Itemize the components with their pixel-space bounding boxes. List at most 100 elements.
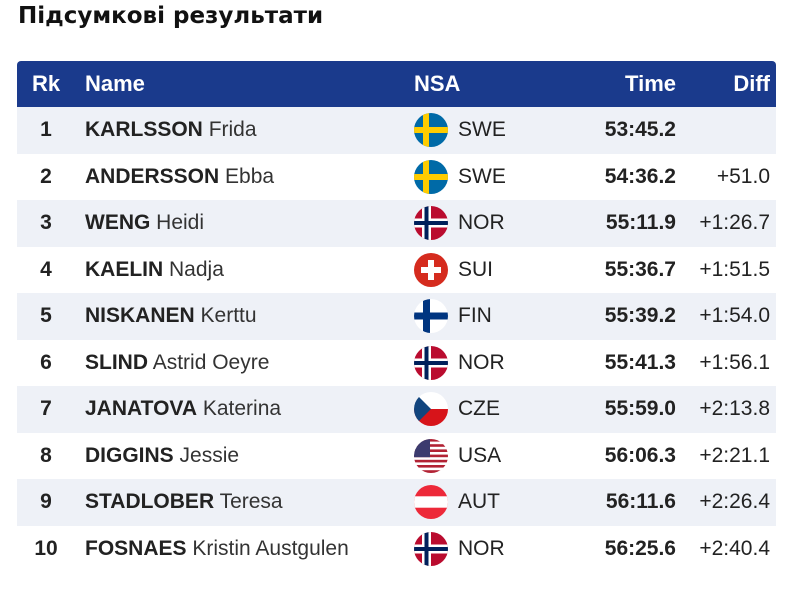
rank-cell: 7 [40, 397, 52, 421]
time-cell: 54:36.2 [604, 164, 676, 188]
athlete-name[interactable]: FOSNAES Kristin Austgulen [75, 537, 410, 561]
usa-flag-icon [414, 438, 448, 473]
rank-cell: 8 [40, 443, 52, 467]
diff-cell: +2:26.4 [699, 490, 770, 514]
table-row[interactable]: 7 JANATOVA Katerina CZE 55:59.0 +2:13.8 [17, 386, 776, 433]
time-cell: 55:59.0 [604, 397, 676, 421]
athlete-surname: JANATOVA [85, 397, 198, 421]
nsa-cell: NOR [410, 531, 550, 566]
athlete-name[interactable]: STADLOBER Teresa [75, 490, 410, 514]
time-cell: 53:45.2 [604, 118, 676, 142]
time-cell: 55:36.7 [604, 257, 676, 281]
athlete-given-name: Heidi [156, 211, 205, 235]
page-title: Підсумкові результати [18, 3, 324, 29]
athlete-surname: ANDERSSON [85, 164, 220, 188]
header-time[interactable]: Time [625, 71, 676, 96]
athlete-given-name: Nadja [169, 257, 224, 281]
athlete-name[interactable]: WENG Heidi [75, 211, 410, 235]
nsa-code: NOR [458, 536, 505, 560]
time-cell: 56:25.6 [604, 536, 676, 560]
nsa-code: NOR [458, 350, 505, 374]
athlete-name[interactable]: DIGGINS Jessie [75, 444, 410, 468]
athlete-name[interactable]: KARLSSON Frida [75, 118, 410, 142]
athlete-name[interactable]: NISKANEN Kerttu [75, 304, 410, 328]
diff-cell: +1:54.0 [699, 304, 770, 328]
athlete-name[interactable]: SLIND Astrid Oeyre [75, 351, 410, 375]
nor-flag-icon [414, 531, 448, 566]
athlete-surname: DIGGINS [85, 443, 174, 467]
diff-cell: +51.0 [716, 164, 770, 188]
table-header: Rk Name NSA Time Diff [17, 61, 776, 107]
nor-flag-icon [414, 345, 448, 380]
fin-flag-icon [414, 299, 448, 334]
rank-cell: 1 [40, 118, 52, 142]
diff-cell: +1:56.1 [699, 350, 770, 374]
nsa-cell: AUT [410, 485, 550, 520]
athlete-given-name: Kerttu [200, 304, 257, 328]
time-cell: 56:11.6 [605, 490, 676, 514]
rank-cell: 9 [40, 490, 52, 514]
time-cell: 55:39.2 [604, 304, 676, 328]
nor-flag-icon [414, 206, 448, 241]
rank-cell: 5 [40, 304, 52, 328]
header-rk[interactable]: Rk [31, 71, 61, 96]
nsa-cell: SWE [410, 113, 550, 148]
nsa-code: SUI [458, 257, 494, 281]
table-row[interactable]: 3 WENG Heidi NOR 55:11.9 +1:26.7 [17, 200, 776, 247]
table-row[interactable]: 10 FOSNAES Kristin Austgulen NOR 56:25.6 +2:… [17, 525, 776, 572]
athlete-surname: FOSNAES [85, 536, 187, 560]
swe-flag-icon [414, 113, 448, 148]
table-row[interactable]: 1 KARLSSON Frida SWE 53:45.2 [17, 107, 776, 154]
nsa-code: USA [458, 443, 502, 467]
nsa-cell: FIN [410, 299, 550, 334]
header-name[interactable]: Name [85, 71, 145, 96]
athlete-given-name: Jessie [179, 443, 240, 467]
rank-cell: 2 [40, 164, 52, 188]
nsa-cell: SUI [410, 252, 550, 287]
time-cell: 56:06.3 [604, 443, 676, 467]
athlete-name[interactable]: KAELIN Nadja [75, 258, 410, 282]
sui-flag-icon [414, 252, 448, 287]
athlete-given-name: Frida [208, 118, 257, 142]
athlete-given-name: Katerina [202, 397, 282, 421]
nsa-code: CZE [458, 397, 500, 421]
athlete-given-name: Teresa [219, 490, 283, 514]
athlete-surname: STADLOBER [85, 490, 215, 514]
table-row[interactable]: 9 STADLOBER Teresa AUT 56:11.6 +2:26.4 [17, 479, 776, 526]
nsa-cell: CZE [410, 392, 550, 427]
diff-cell: +2:13.8 [699, 397, 770, 421]
header-nsa[interactable]: NSA [414, 71, 461, 96]
nsa-code: SWE [458, 164, 506, 188]
table-row[interactable]: 8 DIGGINS Jessie USA 56:06.3 +2:21.1 [17, 432, 776, 479]
time-cell: 55:11.9 [605, 211, 676, 235]
rank-cell: 4 [40, 257, 52, 281]
time-cell: 55:41.3 [604, 350, 676, 374]
nsa-code: FIN [458, 304, 492, 328]
nsa-cell: SWE [410, 159, 550, 194]
nsa-cell: NOR [410, 206, 550, 241]
athlete-name[interactable]: ANDERSSON Ebba [75, 165, 410, 189]
athlete-name[interactable]: JANATOVA Katerina [75, 397, 410, 421]
nsa-cell: NOR [410, 345, 550, 380]
diff-cell: +2:40.4 [699, 536, 770, 560]
table-row[interactable]: 2 ANDERSSON Ebba SWE 54:36.2 +51.0 [17, 153, 776, 200]
table-row[interactable]: 5 NISKANEN Kerttu FIN 55:39.2 +1:54.0 [17, 293, 776, 340]
athlete-given-name: Ebba [225, 164, 275, 188]
nsa-code: AUT [458, 490, 500, 514]
athlete-surname: WENG [85, 211, 151, 235]
table-row[interactable]: 6 SLIND Astrid Oeyre NOR 55:41.3 +1:56.1 [17, 339, 776, 386]
athlete-surname: SLIND [85, 350, 148, 374]
athlete-given-name: Astrid Oeyre [152, 350, 270, 374]
table-row[interactable]: 4 KAELIN Nadja SUI 55:36.7 +1:51.5 [17, 246, 776, 293]
rank-cell: 6 [40, 350, 52, 374]
nsa-code: SWE [458, 118, 506, 142]
cze-flag-icon [414, 392, 448, 427]
rank-cell: 3 [40, 211, 52, 235]
nsa-code: NOR [458, 211, 505, 235]
athlete-given-name: Kristin Austgulen [192, 536, 349, 560]
diff-cell: +2:21.1 [699, 443, 770, 467]
nsa-cell: USA [410, 438, 550, 473]
header-diff[interactable]: Diff [733, 71, 770, 96]
aut-flag-icon [414, 485, 448, 520]
swe-flag-icon [414, 159, 448, 194]
